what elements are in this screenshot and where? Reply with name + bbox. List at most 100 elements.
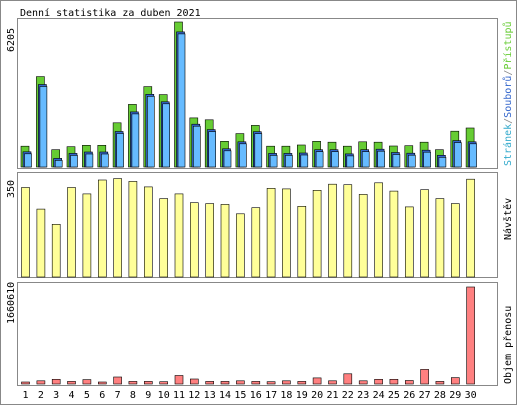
bar-visits-24 bbox=[374, 182, 383, 278]
x-label-day-7: 7 bbox=[115, 390, 121, 401]
bar-pages-25 bbox=[392, 154, 401, 168]
bar-visits-2 bbox=[36, 208, 46, 278]
x-label-day-27: 27 bbox=[419, 390, 431, 401]
bar-visits-17 bbox=[266, 188, 276, 278]
bar-pages-12 bbox=[193, 125, 201, 168]
bar-visits-16 bbox=[251, 207, 261, 278]
bar-pages-9 bbox=[147, 96, 155, 168]
bar-traffic-2 bbox=[36, 380, 46, 385]
bar-traffic-1 bbox=[21, 381, 30, 385]
legend-sep-1: / bbox=[503, 118, 514, 124]
x-label-day-8: 8 bbox=[130, 390, 136, 401]
bar-traffic-8 bbox=[128, 381, 138, 385]
bar-pages-18 bbox=[285, 155, 293, 168]
bar-visits-9 bbox=[144, 186, 153, 278]
legend-hits: Stránek/Souborů/Přístupů bbox=[502, 21, 514, 166]
bar-traffic-26 bbox=[404, 380, 414, 385]
bar-traffic-6 bbox=[98, 381, 107, 385]
x-label-day-16: 16 bbox=[250, 390, 262, 401]
x-label-day-18: 18 bbox=[280, 390, 292, 401]
x-label-day-19: 19 bbox=[296, 390, 308, 401]
bar-traffic-30 bbox=[466, 286, 475, 385]
x-label-day-24: 24 bbox=[373, 390, 385, 401]
bar-traffic-28 bbox=[435, 381, 445, 385]
bar-visits-14 bbox=[220, 204, 230, 278]
bar-pages-16 bbox=[254, 133, 263, 168]
bar-traffic-23 bbox=[358, 380, 368, 385]
bar-traffic-15 bbox=[236, 380, 245, 385]
legend-traffic: Objem přenosu bbox=[502, 306, 514, 384]
bar-pages-10 bbox=[162, 103, 170, 168]
bar-visits-21 bbox=[328, 183, 337, 278]
x-label-day-11: 11 bbox=[173, 390, 185, 401]
bar-visits-25 bbox=[389, 190, 399, 278]
bar-pages-7 bbox=[116, 133, 124, 168]
chart-title: Denní statistika za duben 2021 bbox=[20, 7, 201, 19]
x-label-day-13: 13 bbox=[204, 390, 216, 401]
x-label-day-9: 9 bbox=[145, 390, 151, 401]
x-label-day-3: 3 bbox=[53, 390, 59, 401]
bar-traffic-22 bbox=[343, 373, 353, 385]
bar-pages-2 bbox=[39, 86, 48, 168]
x-label-day-17: 17 bbox=[265, 390, 277, 401]
panel-hits-ymax: 6205 bbox=[6, 28, 17, 52]
bar-traffic-11 bbox=[174, 375, 184, 385]
bar-visits-23 bbox=[358, 194, 368, 278]
bar-visits-5 bbox=[82, 193, 92, 278]
panel-visits-ymax: 350 bbox=[6, 180, 17, 198]
x-label-day-4: 4 bbox=[68, 390, 74, 401]
x-label-day-1: 1 bbox=[22, 390, 28, 401]
bar-traffic-27 bbox=[420, 369, 429, 385]
x-label-day-26: 26 bbox=[403, 390, 415, 401]
bar-visits-19 bbox=[297, 206, 307, 278]
bar-visits-28 bbox=[435, 198, 445, 278]
bar-traffic-3 bbox=[51, 378, 61, 385]
bar-visits-30 bbox=[466, 178, 475, 278]
bar-traffic-12 bbox=[190, 378, 199, 385]
bar-visits-27 bbox=[420, 189, 429, 278]
bar-pages-11 bbox=[177, 33, 186, 168]
bar-traffic-29 bbox=[450, 377, 460, 385]
bar-traffic-10 bbox=[159, 381, 168, 385]
x-label-day-5: 5 bbox=[84, 390, 90, 401]
bar-traffic-4 bbox=[67, 381, 76, 385]
bar-visits-15 bbox=[236, 213, 245, 278]
panel-visits-frame bbox=[17, 172, 498, 278]
bar-visits-20 bbox=[312, 190, 322, 278]
x-label-day-2: 2 bbox=[38, 390, 44, 401]
bar-traffic-13 bbox=[205, 381, 214, 385]
legend-sep-2: / bbox=[503, 70, 514, 76]
bar-pages-4 bbox=[70, 155, 78, 168]
legend-visits: Návštěv bbox=[502, 198, 514, 240]
bar-traffic-18 bbox=[282, 380, 291, 385]
bar-visits-1 bbox=[21, 187, 30, 278]
bar-traffic-14 bbox=[220, 381, 230, 385]
bar-pages-8 bbox=[131, 113, 140, 168]
bar-pages-22 bbox=[346, 155, 355, 168]
x-label-day-12: 12 bbox=[188, 390, 200, 401]
bar-pages-23 bbox=[361, 151, 370, 168]
bar-pages-6 bbox=[101, 153, 109, 168]
panel-traffic-frame bbox=[17, 282, 498, 386]
bar-pages-15 bbox=[239, 143, 247, 168]
x-label-day-6: 6 bbox=[99, 390, 105, 401]
legend-access-label: Přístupů bbox=[502, 21, 514, 69]
bar-visits-22 bbox=[343, 184, 353, 278]
bar-visits-3 bbox=[51, 224, 61, 278]
x-label-day-30: 30 bbox=[465, 390, 477, 401]
bar-visits-4 bbox=[67, 187, 76, 278]
x-label-day-20: 20 bbox=[311, 390, 323, 401]
bar-visits-8 bbox=[128, 181, 138, 278]
x-label-day-10: 10 bbox=[158, 390, 170, 401]
bar-traffic-5 bbox=[82, 379, 92, 385]
bar-traffic-9 bbox=[144, 381, 153, 385]
x-label-day-14: 14 bbox=[219, 390, 231, 401]
bar-traffic-16 bbox=[251, 381, 261, 385]
bar-pages-13 bbox=[208, 131, 216, 168]
bar-visits-11 bbox=[174, 193, 184, 278]
bar-pages-17 bbox=[269, 155, 278, 168]
legend-files-label: Souborů bbox=[502, 76, 514, 118]
bar-pages-24 bbox=[377, 150, 385, 168]
bar-visits-12 bbox=[190, 202, 199, 278]
